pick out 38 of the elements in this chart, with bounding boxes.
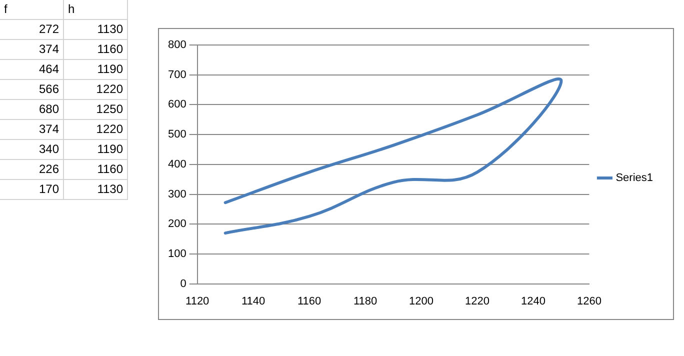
x-tick-label: 1120 bbox=[186, 295, 210, 308]
text: 1130 bbox=[64, 180, 128, 200]
text: 374 bbox=[0, 120, 64, 140]
y-tick-label: 700 bbox=[168, 68, 186, 81]
text: 1160 bbox=[64, 160, 128, 180]
y-tick-label: 200 bbox=[168, 218, 186, 230]
y-tick-label: 300 bbox=[168, 188, 186, 200]
y-tick-label: 500 bbox=[168, 128, 186, 141]
y-tick-label: 0 bbox=[180, 278, 186, 290]
text: 170 bbox=[0, 180, 64, 200]
text: 1220 bbox=[64, 120, 128, 140]
text: 1190 bbox=[64, 60, 128, 80]
text: f bbox=[0, 0, 64, 20]
text: 1220 bbox=[64, 80, 128, 100]
x-tick-label: 1240 bbox=[520, 295, 546, 308]
text: 680 bbox=[0, 100, 64, 120]
text: 566 bbox=[0, 80, 64, 100]
text: 1130 bbox=[64, 20, 128, 40]
y-tick-label: 600 bbox=[168, 98, 186, 111]
text: 1160 bbox=[64, 40, 128, 60]
x-tick-label: 1200 bbox=[409, 295, 434, 308]
text: 1250 bbox=[64, 100, 128, 120]
text: 272 bbox=[0, 20, 64, 40]
x-tick-label: 1220 bbox=[465, 295, 490, 308]
text: h bbox=[64, 0, 128, 20]
legend-label: Series1 bbox=[616, 172, 653, 184]
text: 340 bbox=[0, 140, 64, 160]
x-tick-label: 1180 bbox=[353, 295, 378, 308]
y-tick-label: 400 bbox=[168, 158, 186, 170]
y-tick-label: 800 bbox=[168, 39, 186, 52]
y-tick-label: 100 bbox=[168, 248, 186, 260]
x-tick-label: 1140 bbox=[242, 295, 266, 308]
text: 464 bbox=[0, 60, 64, 80]
text: 226 bbox=[0, 160, 64, 180]
x-tick-label: 1160 bbox=[297, 295, 322, 308]
text: 1190 bbox=[64, 140, 128, 160]
x-tick-label: 1260 bbox=[576, 295, 602, 308]
text: 374 bbox=[0, 40, 64, 60]
